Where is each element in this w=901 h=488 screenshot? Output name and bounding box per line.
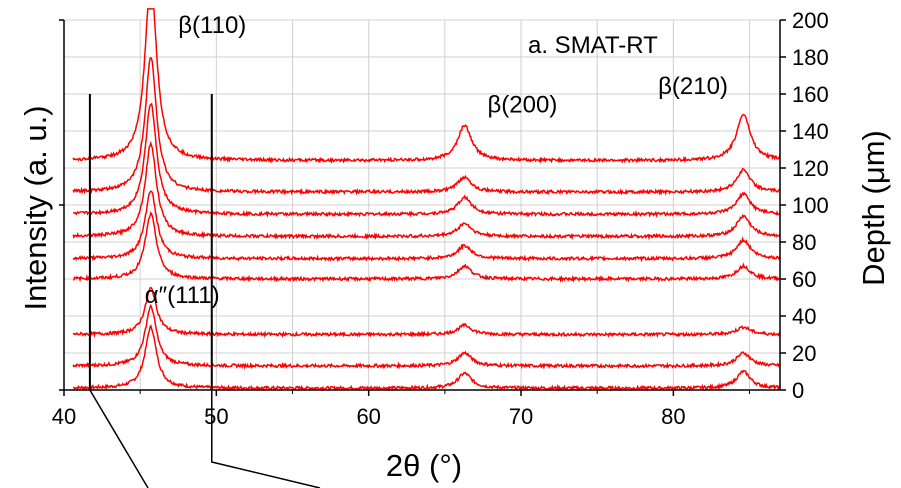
right-tick-label: 0	[792, 378, 804, 403]
right-tick-label: 180	[792, 45, 829, 70]
right-tick-label: 40	[792, 304, 816, 329]
peak-annotation-1: β(200)	[488, 92, 558, 119]
series-line-6	[72, 102, 781, 218]
right-tick-label: 80	[792, 230, 816, 255]
series-line-7	[72, 56, 781, 196]
peak-annotation-2: β(210)	[658, 73, 728, 100]
peak-annotation-0: β(110)	[178, 12, 246, 39]
x-axis-title: 2θ (°)	[386, 448, 462, 483]
peak-annotation-3: α″(111)	[145, 282, 220, 309]
leader-line-left	[89, 389, 149, 488]
series-line-0	[72, 324, 781, 392]
right-tick-label: 20	[792, 341, 816, 366]
y-axis-title-left: Intensity (a. u.)	[18, 105, 53, 310]
right-tick-label: 120	[792, 156, 829, 181]
x-tick-label: 40	[52, 404, 76, 429]
series-line-4	[72, 190, 781, 263]
y-axis-title-right: Depth (μm)	[856, 130, 891, 286]
series-line-5	[72, 140, 781, 241]
right-tick-label: 200	[792, 8, 829, 33]
reference-lines	[88, 94, 321, 488]
panel-label: a. SMAT-RT	[528, 32, 658, 59]
series-line-3	[73, 211, 781, 283]
x-tick-label: 50	[204, 404, 228, 429]
leader-line-right	[211, 390, 321, 488]
series-group	[72, 8, 781, 392]
tick-labels: 40 50 60 70 80 0 20 40 60 80 100 120 140 160 180 200	[52, 8, 829, 429]
series-line-2	[72, 286, 781, 339]
right-tick-label: 60	[792, 267, 816, 292]
right-tick-label: 100	[792, 193, 829, 218]
right-tick-label: 160	[792, 82, 829, 107]
right-tick-label: 140	[792, 119, 829, 144]
annotations: β(110) β(200) β(210) α″(111)	[145, 12, 728, 309]
series-line-1	[72, 303, 781, 371]
x-tick-label: 80	[661, 404, 685, 429]
x-tick-label: 60	[356, 404, 380, 429]
series-line-8	[72, 8, 781, 165]
x-tick-label: 70	[509, 404, 533, 429]
